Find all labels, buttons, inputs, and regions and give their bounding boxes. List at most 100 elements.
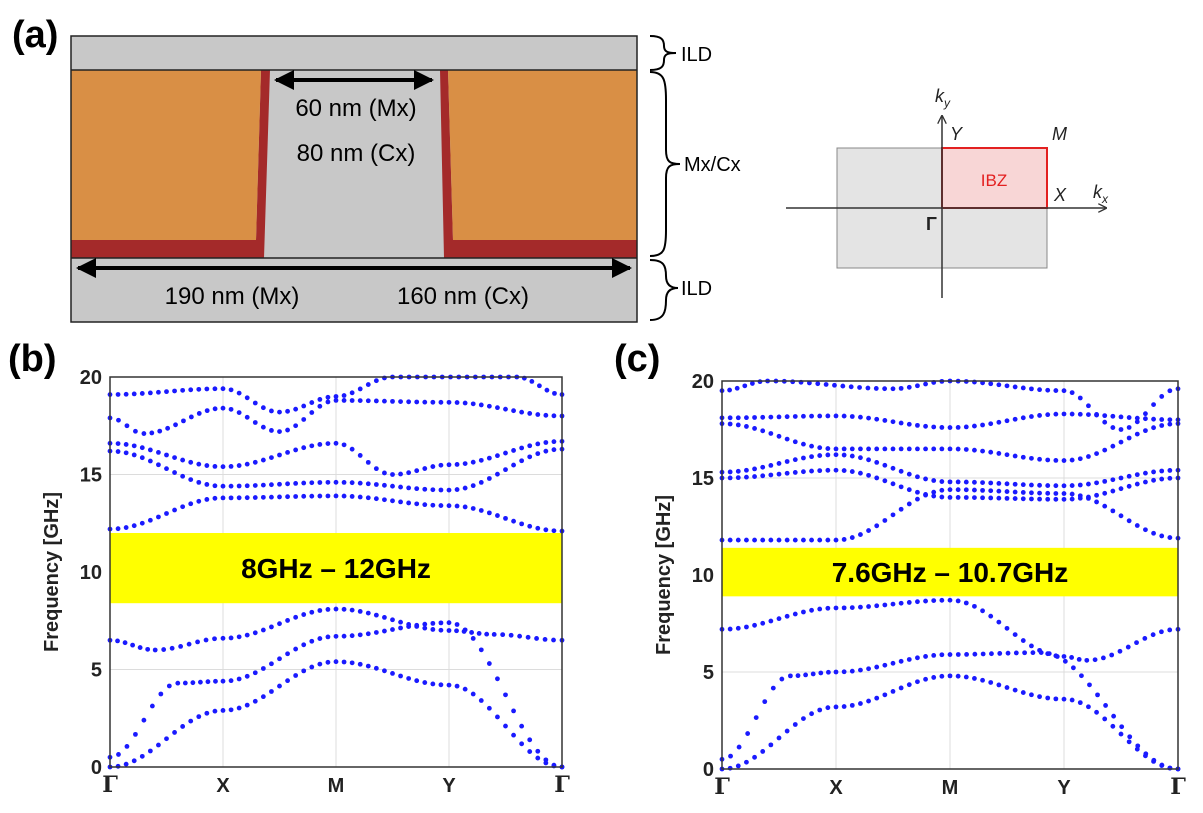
dispersion-point — [188, 387, 194, 393]
dispersion-point — [792, 439, 798, 445]
dispersion-point — [252, 420, 258, 425]
dispersion-point — [333, 479, 339, 485]
dispersion-point — [947, 446, 953, 452]
dispersion-point — [963, 424, 969, 430]
dispersion-point — [180, 387, 186, 393]
dispersion-point — [857, 385, 862, 390]
dispersion-point — [866, 457, 871, 463]
dispersion-point — [172, 470, 177, 475]
dispersion-point — [882, 386, 888, 392]
dispersion-point — [156, 514, 161, 520]
plot-frame — [721, 380, 1179, 770]
dispersion-point — [792, 537, 798, 543]
dispersion-point — [1118, 427, 1124, 432]
dispersion-point — [874, 416, 880, 422]
dispersion-point — [997, 651, 1003, 656]
dispersion-point — [398, 471, 403, 477]
dispersion-point — [1037, 647, 1042, 653]
dispersion-point — [1086, 412, 1091, 418]
dispersion-point — [519, 723, 525, 729]
dispersion-point — [236, 483, 242, 489]
dispersion-point — [1102, 413, 1108, 419]
dispersion-point — [301, 493, 307, 499]
dispersion-point — [301, 480, 307, 486]
dispersion-point — [1061, 411, 1067, 417]
dispersion-point — [551, 439, 557, 445]
dispersion-point — [727, 415, 733, 421]
dispersion-point — [735, 468, 741, 474]
dispersion-point — [980, 480, 985, 486]
dispersion-point — [768, 431, 774, 436]
dispersion-point — [244, 461, 250, 467]
dispersion-point — [915, 474, 920, 480]
dispersion-point — [525, 634, 531, 640]
dispersion-point — [752, 754, 757, 760]
dispersion-point — [478, 508, 484, 513]
dispersion-point — [923, 423, 928, 429]
dispersion-point — [752, 426, 757, 431]
dispersion-point — [1094, 492, 1099, 498]
dispersion-point — [260, 424, 266, 430]
dispersion-point — [180, 724, 186, 729]
dispersion-point — [744, 624, 749, 630]
dispersion-point — [503, 692, 508, 698]
dispersion-point — [801, 441, 806, 447]
dispersion-point — [923, 598, 928, 604]
dispersion-point — [406, 470, 412, 476]
dispersion-point — [414, 486, 420, 492]
dispersion-point — [784, 436, 790, 442]
dispersion-point — [1151, 530, 1156, 536]
dispersion-point — [213, 678, 218, 684]
dispersion-point — [1118, 414, 1124, 420]
dispersion-point — [517, 633, 523, 639]
dispersion-point — [939, 652, 945, 658]
dispersion-point — [809, 443, 814, 449]
dispersion-point — [810, 671, 816, 677]
dispersion-point — [1004, 452, 1010, 458]
dispersion-point — [277, 656, 282, 662]
dispersion-point — [406, 622, 412, 627]
panel-label-a: (a) — [12, 14, 59, 56]
dispersion-point — [147, 458, 153, 464]
dispersion-point — [841, 605, 847, 611]
dispersion-point — [1037, 456, 1042, 462]
dispersion-point — [285, 408, 290, 414]
dispersion-point — [760, 464, 766, 470]
dispersion-point — [357, 661, 363, 667]
dispersion-point — [373, 482, 379, 487]
dispersion-point — [438, 399, 444, 405]
band-structure-chart-b: 0 5 10 15 20 8GHz – 12GHz Γ X M Y Γ Frequency [GHz] — [41, 367, 570, 798]
dispersion-point — [996, 419, 1002, 425]
dispersion-point — [535, 441, 541, 447]
dispersion-point — [430, 399, 436, 405]
dispersion-point — [874, 603, 880, 609]
dispersion-point — [236, 463, 242, 468]
dispersion-point — [980, 608, 985, 614]
dispersion-point — [269, 408, 274, 414]
dispersion-point — [285, 678, 290, 684]
dispersion-point — [1151, 416, 1156, 422]
dispersion-point — [131, 443, 137, 449]
dispersion-point — [1029, 455, 1034, 461]
dispersion-point — [736, 744, 742, 750]
dispersion-point — [1022, 650, 1028, 656]
dispersion-point — [165, 425, 171, 431]
dispersion-point — [180, 457, 186, 463]
dispersion-point — [462, 504, 468, 510]
dispersion-point — [172, 388, 177, 394]
dispersion-point — [865, 385, 871, 391]
dispersion-point — [341, 633, 347, 639]
dispersion-point — [784, 459, 790, 464]
structure-outline — [70, 35, 638, 323]
dispersion-point — [519, 458, 525, 464]
dispersion-point — [858, 532, 863, 537]
dim-top-line2: 80 nm (Cx) — [297, 140, 416, 167]
dispersion-point — [1109, 652, 1115, 658]
dispersion-point — [1100, 655, 1106, 661]
dispersion-point — [955, 598, 961, 604]
dispersion-point — [1030, 650, 1036, 656]
x-tick-label: Γ — [714, 774, 730, 800]
dispersion-point — [511, 518, 516, 524]
dispersion-point — [1094, 451, 1099, 457]
dispersion-point — [988, 381, 994, 387]
